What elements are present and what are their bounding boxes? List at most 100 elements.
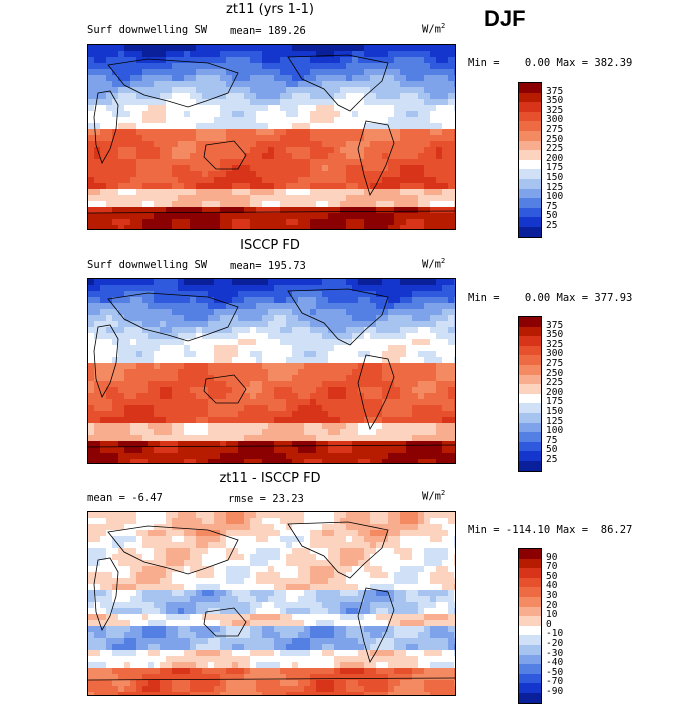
map-cell <box>346 429 353 436</box>
map-cell <box>334 351 341 358</box>
map-cell <box>130 602 137 609</box>
map-cell <box>244 303 251 310</box>
map-cell <box>376 578 383 585</box>
map-cell <box>184 435 191 442</box>
map-cell <box>232 177 239 184</box>
map-cell <box>178 57 185 64</box>
map-cell <box>340 321 347 328</box>
map-cell <box>436 309 443 316</box>
panel-2-left-label: Surf downwelling SW <box>87 259 207 271</box>
map-cell <box>214 584 221 591</box>
map-cell <box>184 153 191 160</box>
map-cell <box>238 189 245 196</box>
map-cell <box>274 548 281 555</box>
map-cell <box>412 111 419 118</box>
map-cell <box>424 429 431 436</box>
map-cell <box>220 405 227 412</box>
map-cell <box>112 213 119 220</box>
map-cell <box>256 135 263 142</box>
map-cell <box>310 87 317 94</box>
map-cell <box>280 441 287 448</box>
map-cell <box>88 596 95 603</box>
map-cell <box>154 339 161 346</box>
map-cell <box>196 297 203 304</box>
map-cell <box>394 518 401 525</box>
map-cell <box>322 123 329 130</box>
map-cell <box>88 363 95 370</box>
map-cell <box>208 411 215 418</box>
map-cell <box>430 453 437 460</box>
map-cell <box>226 333 233 340</box>
map-cell <box>340 75 347 82</box>
map-cell <box>436 279 443 286</box>
map-cell <box>124 405 131 412</box>
map-cell <box>160 111 167 118</box>
map-cell <box>280 105 287 112</box>
map-cell <box>106 459 113 463</box>
map-cell <box>232 51 239 58</box>
map-cell <box>412 345 419 352</box>
map-cell <box>178 45 185 52</box>
map-cell <box>364 578 371 585</box>
map-cell <box>334 201 341 208</box>
map-cell <box>154 87 161 94</box>
map-cell <box>316 333 323 340</box>
map-cell <box>88 81 95 88</box>
map-cell <box>196 542 203 549</box>
map-cell <box>250 602 257 609</box>
map-cell <box>232 99 239 106</box>
map-cell <box>256 99 263 106</box>
map-cell <box>130 141 137 148</box>
map-cell <box>376 153 383 160</box>
map-cell <box>328 279 335 286</box>
map-cell <box>160 578 167 585</box>
map-cell <box>190 447 197 454</box>
map-cell <box>454 339 455 346</box>
map-cell <box>172 339 179 346</box>
map-cell <box>154 183 161 190</box>
map-cell <box>430 189 437 196</box>
map-cell <box>376 369 383 376</box>
map-cell <box>262 87 269 94</box>
map-cell <box>118 369 125 376</box>
map-cell <box>214 524 221 531</box>
map-cell <box>88 411 95 418</box>
map-cell <box>454 524 455 531</box>
map-cell <box>238 87 245 94</box>
map-cell <box>130 189 137 196</box>
map-cell <box>322 297 329 304</box>
map-cell <box>220 447 227 454</box>
map-cell <box>448 327 455 334</box>
map-cell <box>94 447 101 454</box>
map-cell <box>334 536 341 543</box>
map-cell <box>112 225 119 229</box>
map-cell <box>262 405 269 412</box>
map-cell <box>214 123 221 130</box>
map-cell <box>172 578 179 585</box>
map-cell <box>352 381 359 388</box>
map-cell <box>220 201 227 208</box>
map-cell <box>334 447 341 454</box>
map-cell <box>100 51 107 58</box>
map-cell <box>394 213 401 220</box>
map-cell <box>346 111 353 118</box>
map-cell <box>88 614 95 621</box>
map-cell <box>322 345 329 352</box>
map-cell <box>328 327 335 334</box>
map-cell <box>208 369 215 376</box>
map-cell <box>118 351 125 358</box>
map-cell <box>142 57 149 64</box>
map-cell <box>292 578 299 585</box>
map-cell <box>178 560 185 567</box>
map-cell <box>394 297 401 304</box>
map-cell <box>274 536 281 543</box>
map-cell <box>352 291 359 298</box>
map-cell <box>304 417 311 424</box>
map-cell <box>358 69 365 76</box>
map-cell <box>244 225 251 229</box>
map-cell <box>124 111 131 118</box>
map-cell <box>352 524 359 531</box>
map-cell <box>328 572 335 579</box>
map-cell <box>100 536 107 543</box>
map-cell <box>190 165 197 172</box>
